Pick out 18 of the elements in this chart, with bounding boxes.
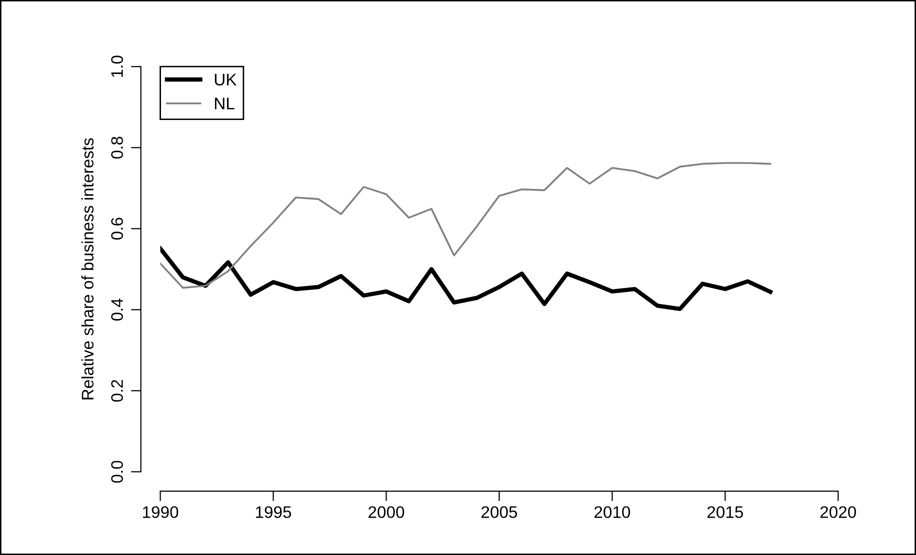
- line-series: [160, 246, 772, 311]
- y-axis-title: Relative share of business interests: [81, 138, 94, 400]
- x-tick-label: 1990: [143, 506, 178, 518]
- y-tick-label: 0.0: [111, 460, 123, 483]
- x-tick-label: 2015: [707, 506, 744, 518]
- x-tick-label: 1995: [256, 506, 292, 518]
- y-tick-label: 0.8: [111, 136, 123, 159]
- x-tick-label: 2000: [368, 506, 404, 518]
- y-tick-label: 0.6: [111, 218, 123, 240]
- x-tick-label: 2020: [820, 506, 856, 518]
- x-tick-label: 2005: [482, 506, 518, 518]
- x-tick-label: 2010: [594, 506, 630, 518]
- y-tick-label: 0.2: [111, 380, 123, 402]
- y-tick-label: 0.4: [111, 298, 123, 321]
- legend-label: UK: [214, 74, 237, 86]
- line-series: [160, 162, 772, 289]
- legend-label: NL: [215, 98, 234, 110]
- y-tick-label: 1.0: [111, 56, 123, 77]
